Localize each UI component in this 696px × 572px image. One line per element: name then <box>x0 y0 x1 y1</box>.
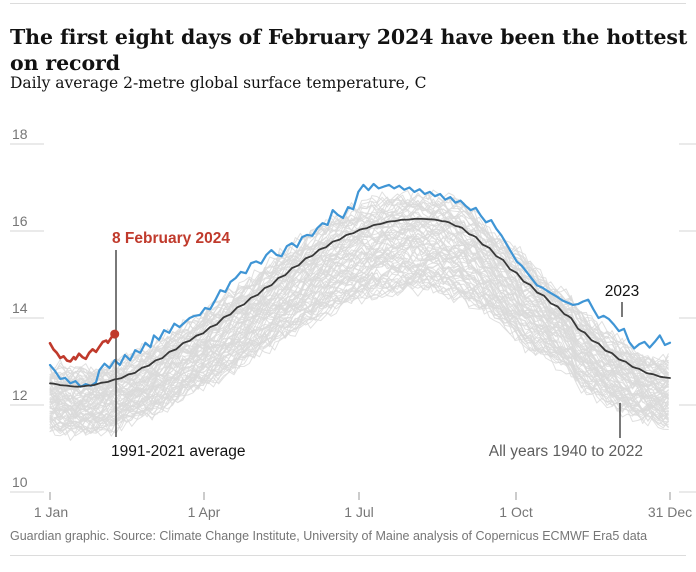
annotation-all-years-1940-2022: All years 1940 to 2022 <box>489 443 643 460</box>
series-background-layer <box>48 182 672 441</box>
annotation-2023: 2023 <box>605 283 639 300</box>
y-tick-label: 16 <box>12 213 28 229</box>
8-february-2024-end-dot <box>110 329 120 339</box>
series-path <box>49 189 669 381</box>
series-path <box>48 182 672 388</box>
annotation-8-february-2024: 8 February 2024 <box>112 230 230 247</box>
chart-title: The first eight days of February 2024 ha… <box>10 24 688 76</box>
series-path <box>49 196 669 381</box>
top-rule <box>10 3 686 4</box>
y-tick-label: 12 <box>12 387 28 403</box>
x-tick-label: 1 Jul <box>344 504 374 520</box>
series-path <box>49 193 669 385</box>
x-tick-label: 1 Apr <box>188 504 221 520</box>
y-tick-label: 14 <box>12 300 28 316</box>
series-path <box>49 245 669 416</box>
annotations: 8 February 2024 1991-2021 average 2023 A… <box>111 230 643 460</box>
series-path <box>49 233 669 410</box>
callout-lines <box>115 250 623 438</box>
x-tick-label: 31 Dec <box>648 504 692 520</box>
x-axis: 1 Jan 1 Apr 1 Jul 1 Oct 31 Dec <box>34 492 692 520</box>
series-path <box>49 216 669 397</box>
series-path <box>49 217 671 388</box>
y-tick-label: 18 <box>12 126 28 142</box>
bottom-rule <box>10 555 686 556</box>
series-foreground-layer <box>48 329 120 363</box>
x-tick-label: 1 Oct <box>499 504 533 520</box>
chart-subtitle: Daily average 2-metre global surface tem… <box>10 74 427 92</box>
series-path <box>48 332 116 363</box>
x-tick-label: 1 Jan <box>34 504 68 520</box>
y-tick-label: 10 <box>12 474 28 490</box>
series-path <box>49 235 669 412</box>
y-axis: 18 16 14 12 10 <box>10 126 696 493</box>
series-path <box>49 193 669 382</box>
series-path <box>49 211 669 390</box>
series-path <box>49 189 669 378</box>
annotation-1991-2021-average: 1991-2021 average <box>111 443 245 460</box>
source-credit: Guardian graphic. Source: Climate Change… <box>10 529 648 543</box>
